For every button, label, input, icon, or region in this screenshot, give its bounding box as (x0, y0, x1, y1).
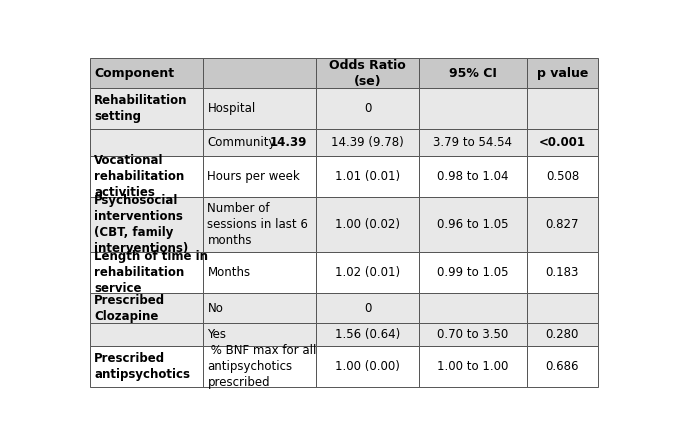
Text: 0.508: 0.508 (546, 170, 579, 183)
Text: Length of time in
rehabilitation
service: Length of time in rehabilitation service (94, 250, 208, 295)
Bar (203, 252, 316, 293)
Bar (419, 347, 527, 387)
Text: 1.00 (0.00): 1.00 (0.00) (335, 360, 400, 374)
Bar (90, 293, 203, 323)
Bar (90, 88, 203, 129)
Bar (419, 252, 527, 293)
Text: 0.98 to 1.04: 0.98 to 1.04 (437, 170, 509, 183)
Text: Hospital: Hospital (208, 102, 256, 115)
Bar (90, 252, 203, 293)
Text: 1.00 to 1.00: 1.00 to 1.00 (437, 360, 509, 374)
Bar (419, 293, 527, 323)
Bar (203, 323, 316, 347)
Text: Yes: Yes (208, 329, 227, 341)
Text: 0.96 to 1.05: 0.96 to 1.05 (437, 218, 509, 231)
Text: Months: Months (208, 266, 251, 279)
Bar (203, 197, 316, 252)
Text: 0.70 to 3.50: 0.70 to 3.50 (437, 329, 509, 341)
Bar (527, 156, 598, 197)
Text: Prescribed
Clozapine: Prescribed Clozapine (94, 294, 166, 323)
Text: 14.39 (9.78): 14.39 (9.78) (331, 136, 404, 149)
Text: 0.686: 0.686 (546, 360, 579, 374)
Bar (90, 347, 203, 387)
Bar (316, 156, 419, 197)
Text: <0.001: <0.001 (539, 136, 586, 149)
Bar (419, 88, 527, 129)
Bar (203, 347, 316, 387)
Bar (90, 323, 203, 347)
Bar (419, 323, 527, 347)
Text: 0.827: 0.827 (546, 218, 579, 231)
Bar (316, 88, 419, 129)
Bar (90, 58, 203, 88)
Bar (527, 252, 598, 293)
Bar (527, 197, 598, 252)
Bar (419, 129, 527, 156)
Text: Community: Community (208, 136, 276, 149)
Text: Psychosocial
interventions
(CBT, family
interventions): Psychosocial interventions (CBT, family … (94, 194, 189, 255)
Bar (316, 197, 419, 252)
Bar (316, 58, 419, 88)
Text: 0.280: 0.280 (546, 329, 579, 341)
Bar (203, 156, 316, 197)
Text: No: No (208, 302, 223, 315)
Bar (316, 323, 419, 347)
Bar (203, 58, 316, 88)
Text: 1.56 (0.64): 1.56 (0.64) (335, 329, 401, 341)
Text: 3.79 to 54.54: 3.79 to 54.54 (433, 136, 513, 149)
Text: Prescribed
antipsychotics: Prescribed antipsychotics (94, 352, 190, 381)
Bar (203, 293, 316, 323)
Bar (316, 347, 419, 387)
Bar (419, 197, 527, 252)
Text: 0.183: 0.183 (546, 266, 579, 279)
Text: p value: p value (536, 67, 588, 80)
Bar (203, 129, 316, 156)
Text: Hours per week: Hours per week (208, 170, 300, 183)
Bar (527, 323, 598, 347)
Bar (419, 156, 527, 197)
Bar (419, 58, 527, 88)
Text: 14.39: 14.39 (269, 136, 306, 149)
Text: 0: 0 (364, 302, 371, 315)
Bar (90, 197, 203, 252)
Text: 1.01 (0.01): 1.01 (0.01) (335, 170, 401, 183)
Text: Number of
sessions in last 6
months: Number of sessions in last 6 months (208, 202, 308, 247)
Bar (316, 293, 419, 323)
Bar (527, 347, 598, 387)
Text: Vocational
rehabilitation
activities: Vocational rehabilitation activities (94, 154, 185, 199)
Bar (316, 129, 419, 156)
Bar (527, 293, 598, 323)
Text: % BNF max for all
antipsychotics
prescribed: % BNF max for all antipsychotics prescri… (208, 344, 317, 389)
Bar (527, 129, 598, 156)
Text: 1.00 (0.02): 1.00 (0.02) (335, 218, 400, 231)
Text: Odds Ratio
(se): Odds Ratio (se) (329, 59, 406, 88)
Text: 1.02 (0.01): 1.02 (0.01) (335, 266, 401, 279)
Bar (316, 252, 419, 293)
Text: Rehabilitation
setting: Rehabilitation setting (94, 94, 188, 123)
Bar (203, 88, 316, 129)
Text: 0.99 to 1.05: 0.99 to 1.05 (437, 266, 509, 279)
Bar (527, 58, 598, 88)
Bar (527, 88, 598, 129)
Text: 95% CI: 95% CI (449, 67, 497, 80)
Bar (90, 129, 203, 156)
Text: Component: Component (94, 67, 175, 80)
Text: 0: 0 (364, 102, 371, 115)
Bar (90, 156, 203, 197)
